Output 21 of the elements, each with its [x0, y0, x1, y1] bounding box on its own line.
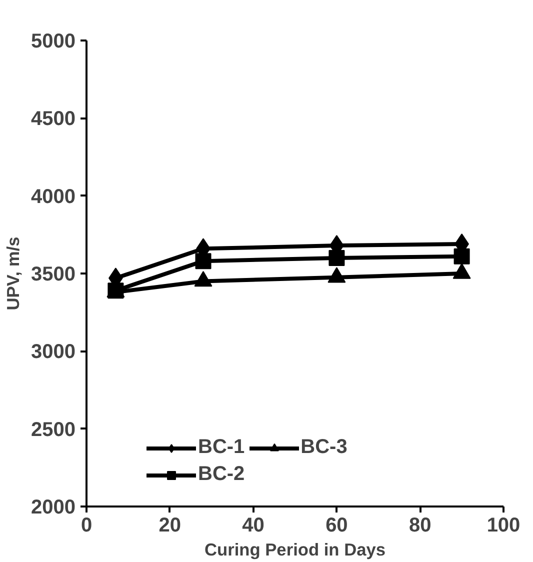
x-tick-label: 80	[408, 514, 432, 536]
y-tick-label: 5000	[31, 30, 76, 52]
y-tick-label: 4000	[31, 186, 76, 208]
y-tick-label: 2000	[31, 496, 76, 518]
legend-label: BC-3	[300, 436, 348, 459]
y-tick-label: 2500	[31, 418, 76, 441]
x-tick-label: 20	[158, 514, 182, 536]
legend-label: BC-1	[198, 436, 245, 459]
x-tick-label: 40	[242, 514, 264, 536]
x-tick-label: 0	[80, 514, 92, 536]
y-tick-label: 3000	[31, 341, 76, 364]
y-tick-label: 3500	[31, 264, 76, 286]
y-tick-label: 4500	[31, 108, 76, 130]
y-axis-title: UPV, m/s	[3, 236, 24, 310]
x-tick-label: 100	[486, 514, 520, 536]
legend-label: BC-2	[198, 463, 245, 486]
x-axis-title: Curing Period in Days	[204, 540, 386, 560]
x-tick-label: 60	[326, 514, 348, 536]
point	[328, 250, 345, 266]
point	[195, 253, 212, 270]
point	[454, 248, 470, 264]
